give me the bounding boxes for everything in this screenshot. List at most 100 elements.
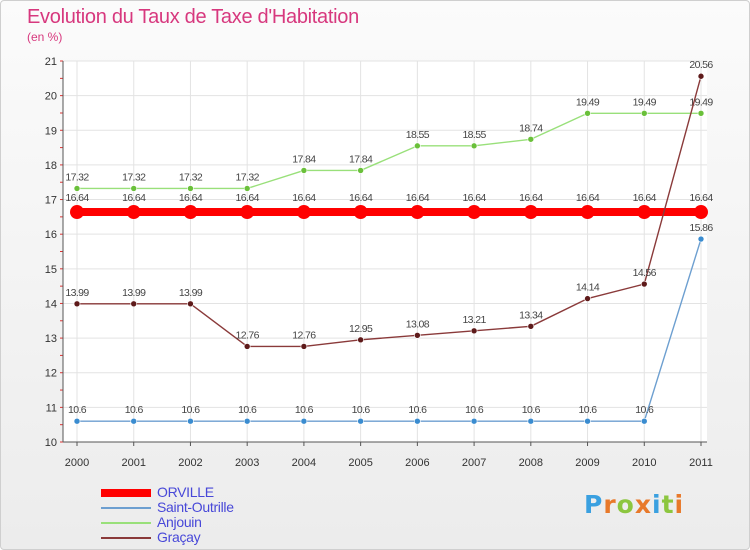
series-point-2 [584,110,591,117]
x-tick-label: 2011 [689,457,713,469]
data-label: 18.74 [519,122,543,134]
data-label: 16.64 [633,192,657,204]
series-point-1 [357,417,364,425]
data-label: 16.64 [576,192,600,204]
legend-label: Anjouin [157,514,202,530]
series-point-0 [694,205,708,220]
x-tick-label: 2002 [178,457,202,469]
data-label: 10.6 [352,404,371,416]
series-point-0 [353,205,368,220]
series-point-1 [73,417,81,425]
data-label: 13.21 [462,314,486,326]
series-point-1 [300,417,308,425]
y-tick-label: 19 [45,125,57,137]
y-tick-label: 15 [45,264,57,276]
y-tick-label: 16 [45,229,57,241]
chart-title: Evolution du Taux de Taxe d'Habitation [27,6,359,28]
data-label: 10.6 [522,404,541,416]
logo-letter: r [603,490,617,519]
data-label: 17.32 [122,171,146,183]
data-label: 16.64 [65,192,89,204]
series-point-1 [414,417,421,425]
y-tick-label: 11 [46,402,57,414]
legend-label: Saint-Outrille [157,499,234,515]
legend-swatch [101,521,151,524]
data-label: 10.6 [579,404,598,416]
series-point-2 [73,185,81,192]
series-point-3 [527,323,535,330]
series-point-0 [183,205,198,220]
data-label: 13.99 [179,287,203,299]
data-label: 10.6 [295,404,314,416]
series-point-0 [467,205,482,220]
series-point-0 [580,205,595,220]
series-point-1 [640,417,648,425]
series-point-1 [130,417,138,425]
y-tick-label: 18 [45,160,57,172]
legend-item: ORVILLE [101,485,234,500]
data-label: 15.86 [689,222,713,234]
data-label: 10.6 [635,404,654,416]
data-label: 16.64 [179,192,203,204]
data-label: 14.14 [576,282,600,294]
y-tick-label: 13 [45,333,57,345]
series-point-3 [414,332,421,339]
x-tick-label: 2000 [65,457,89,469]
data-label: 10.6 [125,404,144,416]
y-tick-label: 21 [45,56,57,68]
data-label: 10.6 [68,404,87,416]
series-point-3 [697,72,705,80]
legend-swatch [101,488,151,497]
series-point-2 [187,185,194,192]
series-point-1 [243,417,251,425]
data-label: 16.64 [236,192,260,204]
x-tick-label: 2010 [632,457,656,469]
data-label: 18.55 [406,129,430,141]
y-tick-label: 12 [45,368,57,380]
logo-letter: i [652,490,662,519]
x-tick-label: 2005 [348,457,372,469]
series-point-0 [70,205,84,220]
y-tick-label: 10 [45,437,57,449]
logo-letter: P [584,490,604,519]
data-label: 16.64 [122,192,146,204]
y-tick-label: 14 [45,298,57,310]
data-label: 16.64 [462,192,486,204]
x-tick-label: 2006 [405,457,429,469]
series-point-3 [470,327,478,335]
chart-legend: ORVILLE Saint-Outrille Anjouin Graçay [101,485,234,545]
data-label: 17.32 [65,171,89,183]
data-label: 10.6 [181,404,200,416]
data-label: 17.32 [179,171,203,183]
series-point-2 [243,185,251,192]
series-line-2 [77,112,701,190]
series-point-1 [470,417,478,425]
series-point-3 [243,343,251,350]
data-label: 18.55 [462,129,486,141]
data-label: 13.99 [122,287,146,299]
data-label: 13.34 [519,309,543,321]
data-label: 16.64 [689,192,713,204]
data-label: 17.84 [292,153,316,165]
data-label: 16.64 [292,192,316,204]
data-label: 19.49 [576,96,600,108]
series-point-3 [300,343,308,350]
series-point-3 [357,336,364,344]
data-label: 14.56 [633,267,657,279]
logo-letter: o [616,490,635,519]
series-point-3 [584,295,591,302]
series-point-0 [296,205,311,220]
data-label: 19.49 [689,96,713,108]
plot-area [63,61,707,442]
series-point-1 [527,417,535,425]
series-point-2 [640,110,648,117]
logo-letter: i [674,490,685,519]
legend-label: ORVILLE [157,484,214,500]
series-point-0 [523,205,538,220]
series-point-0 [410,205,425,220]
x-tick-label: 2003 [235,457,259,469]
series-point-2 [470,142,478,150]
series-point-2 [527,135,535,143]
data-label: 17.84 [349,153,373,165]
data-label: 12.76 [292,329,316,341]
